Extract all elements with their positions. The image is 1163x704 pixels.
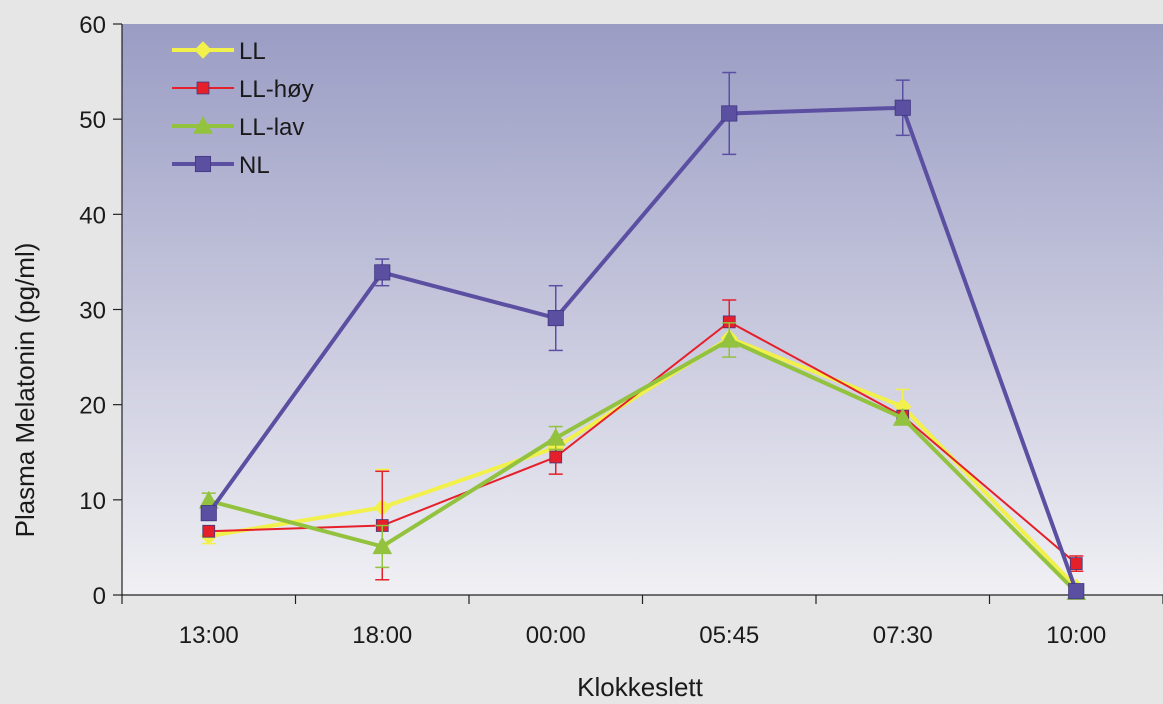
series-line <box>208 336 1078 589</box>
y-tick-label: 60 <box>79 12 106 39</box>
series-nl <box>200 71 1085 600</box>
data-point <box>194 41 212 59</box>
legend: LL LL-høy LL-lav NL <box>172 38 314 179</box>
legend-label: LL-høy <box>239 76 314 103</box>
y-tick-label: 10 <box>79 488 106 515</box>
x-tick-label: 10:00 <box>1046 622 1106 649</box>
data-point <box>719 329 740 348</box>
y-tick-label: 30 <box>79 298 106 325</box>
data-point <box>372 536 393 555</box>
series-line <box>207 105 1079 592</box>
data-point <box>1069 557 1083 570</box>
legend-entry-nl: NL <box>172 152 270 179</box>
data-point <box>1068 583 1085 600</box>
series-line <box>208 337 1078 594</box>
x-axis-title: Klokkeslett <box>577 672 703 702</box>
x-tick-label: 05:45 <box>699 622 759 649</box>
legend-label: LL <box>239 38 266 65</box>
data-point <box>547 310 564 327</box>
data-point <box>193 115 213 134</box>
y-tick-label: 20 <box>79 393 106 420</box>
y-tick-label: 0 <box>93 583 106 610</box>
data-point <box>200 505 217 522</box>
y-tick-label: 40 <box>79 202 106 229</box>
x-tick-label: 07:30 <box>873 622 933 649</box>
series-layer <box>198 71 1087 600</box>
legend-label: LL-lav <box>239 114 304 141</box>
data-point <box>545 427 566 446</box>
axes: 0 10 20 30 40 50 60 13:00 18:00 00:00 05:45 07:30 10… <box>79 12 1163 649</box>
x-tick-label: 00:00 <box>526 622 586 649</box>
legend-entry-ll-lav: LL-lav <box>172 114 304 141</box>
legend-label: NL <box>239 152 270 179</box>
y-tick-label: 50 <box>79 107 106 134</box>
data-point <box>892 407 913 426</box>
legend-entry-ll: LL <box>172 38 266 65</box>
data-point <box>194 155 212 173</box>
data-point <box>721 105 738 122</box>
plot-area-background <box>122 24 1163 595</box>
legend-entry-ll-høy: LL-høy <box>172 76 314 103</box>
data-point <box>196 81 210 95</box>
data-point <box>894 99 911 116</box>
series-ll-lav <box>198 322 1087 600</box>
data-point <box>549 450 563 464</box>
data-point <box>374 264 391 281</box>
x-tick-label: 18:00 <box>352 622 412 649</box>
y-axis-title: Plasma Melatonin (pg/ml) <box>10 243 40 538</box>
x-tick-label: 13:00 <box>179 622 239 649</box>
data-point <box>202 524 216 538</box>
